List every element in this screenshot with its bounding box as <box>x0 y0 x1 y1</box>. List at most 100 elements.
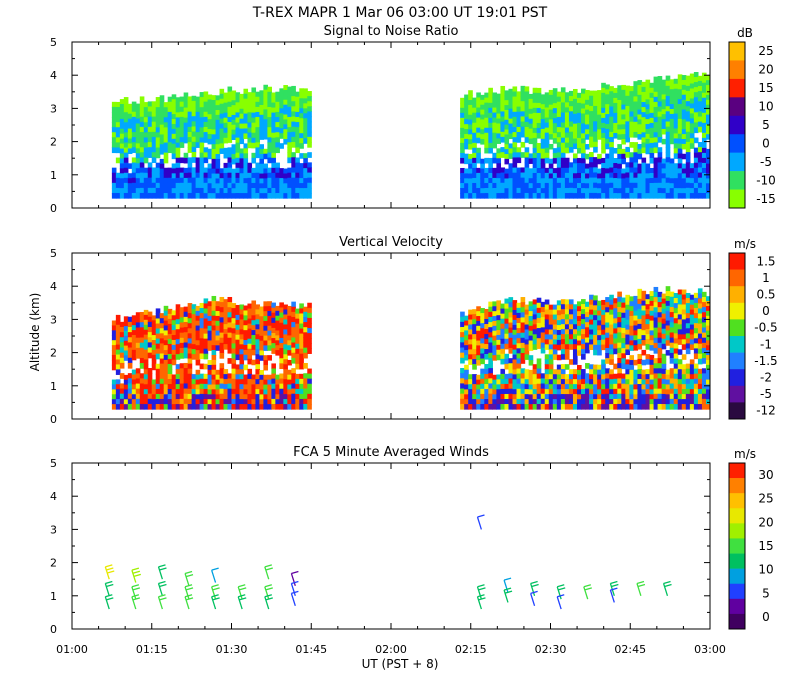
heatmap-cell <box>111 384 117 390</box>
heatmap-cell <box>665 136 671 143</box>
heatmap-cell <box>508 193 514 199</box>
heatmap-cell <box>299 108 304 114</box>
heatmap-cell <box>605 307 610 313</box>
heatmap-cell <box>271 112 276 119</box>
wind-barb <box>290 590 299 606</box>
barb-flag <box>664 583 672 588</box>
heatmap-cell <box>577 172 582 179</box>
heatmap-cell <box>564 304 570 310</box>
wind-barb <box>104 564 115 580</box>
heatmap-cell <box>633 142 639 148</box>
heatmap-cell <box>259 379 264 386</box>
barb-staff <box>503 579 509 593</box>
heatmap-cell <box>701 342 707 349</box>
heatmap-cell <box>496 349 502 356</box>
heatmap-cell <box>520 90 526 97</box>
heatmap-cell <box>556 364 562 371</box>
heatmap-cell <box>251 97 257 104</box>
heatmap-cell <box>175 137 181 144</box>
heatmap-cell <box>191 379 197 385</box>
heatmap-cell <box>564 324 570 330</box>
heatmap-cell <box>597 129 602 135</box>
heatmap-cell <box>111 177 117 184</box>
heatmap-cell <box>111 404 117 410</box>
heatmap-cell <box>195 116 201 123</box>
heatmap-cell <box>544 309 550 316</box>
heatmap-cell <box>617 178 622 184</box>
heatmap-cell <box>263 301 268 307</box>
heatmap-cell <box>187 403 193 410</box>
heatmap-cell <box>287 384 292 390</box>
heatmap-cell <box>560 324 566 330</box>
heatmap-cell <box>123 192 129 199</box>
heatmap-cell <box>572 98 578 105</box>
heatmap-cell <box>617 352 622 359</box>
heatmap-cell <box>613 398 618 405</box>
heatmap-cell <box>271 187 276 194</box>
heatmap-cell <box>255 369 261 375</box>
heatmap-cell <box>131 126 137 133</box>
heatmap-cell <box>163 172 169 179</box>
heatmap-cell <box>307 162 312 169</box>
heatmap-cell <box>155 187 161 194</box>
heatmap-cell <box>633 330 639 336</box>
heatmap-cell <box>665 286 671 292</box>
heatmap-cell <box>203 343 209 350</box>
heatmap-cell <box>681 188 687 194</box>
heatmap-cell <box>677 89 683 95</box>
heatmap-cell <box>681 79 687 86</box>
heatmap-cell <box>649 379 655 386</box>
heatmap-cell <box>472 167 477 174</box>
heatmap-cell <box>661 178 667 184</box>
heatmap-cell <box>593 116 598 122</box>
heatmap-cell <box>219 317 225 324</box>
heatmap-cell <box>488 177 493 184</box>
heatmap-cell <box>516 323 522 329</box>
heatmap-cell <box>476 394 481 400</box>
heatmap-cell <box>191 141 197 148</box>
heatmap-cell <box>472 334 477 340</box>
heatmap-cell <box>187 303 193 309</box>
heatmap-cell <box>480 398 485 405</box>
heatmap-cell <box>637 373 643 380</box>
heatmap-cell <box>512 111 518 118</box>
heatmap-cell <box>504 183 510 189</box>
heatmap-cell <box>625 349 630 356</box>
heatmap-cell <box>171 310 177 316</box>
heatmap-cell <box>625 100 630 107</box>
heatmap-cell <box>255 379 261 385</box>
heatmap-cell <box>291 162 296 169</box>
heatmap-cell <box>625 167 630 174</box>
heatmap-cell <box>243 325 249 331</box>
heatmap-cell <box>187 177 193 184</box>
heatmap-cell <box>689 309 695 316</box>
heatmap-cell <box>227 317 233 324</box>
heatmap-cell <box>115 379 121 385</box>
heatmap-cell <box>673 313 679 319</box>
heatmap-cell <box>488 316 493 323</box>
heatmap-cell <box>492 350 497 356</box>
heatmap-cell <box>283 188 288 194</box>
heatmap-cell <box>155 398 161 405</box>
heatmap-cell <box>649 399 655 405</box>
heatmap-cell <box>681 129 687 135</box>
heatmap-cell <box>617 337 622 344</box>
heatmap-cell <box>283 359 288 365</box>
heatmap-cell <box>653 96 659 103</box>
heatmap-cell <box>661 193 667 199</box>
heatmap-cell <box>139 131 145 138</box>
heatmap-cell <box>199 302 205 309</box>
heatmap-cell <box>500 313 506 320</box>
heatmap-cell <box>307 192 312 199</box>
heatmap-cell <box>263 320 268 327</box>
barb-flag <box>107 570 115 574</box>
colorbar-swatch <box>729 508 745 524</box>
heatmap-cell <box>524 121 530 128</box>
heatmap-cell <box>175 117 181 124</box>
heatmap-cell <box>693 112 699 118</box>
heatmap-cell <box>155 378 161 385</box>
heatmap-cell <box>255 91 261 98</box>
heatmap-cell <box>568 177 574 184</box>
heatmap-cell <box>548 89 554 96</box>
heatmap-cell <box>287 101 292 108</box>
